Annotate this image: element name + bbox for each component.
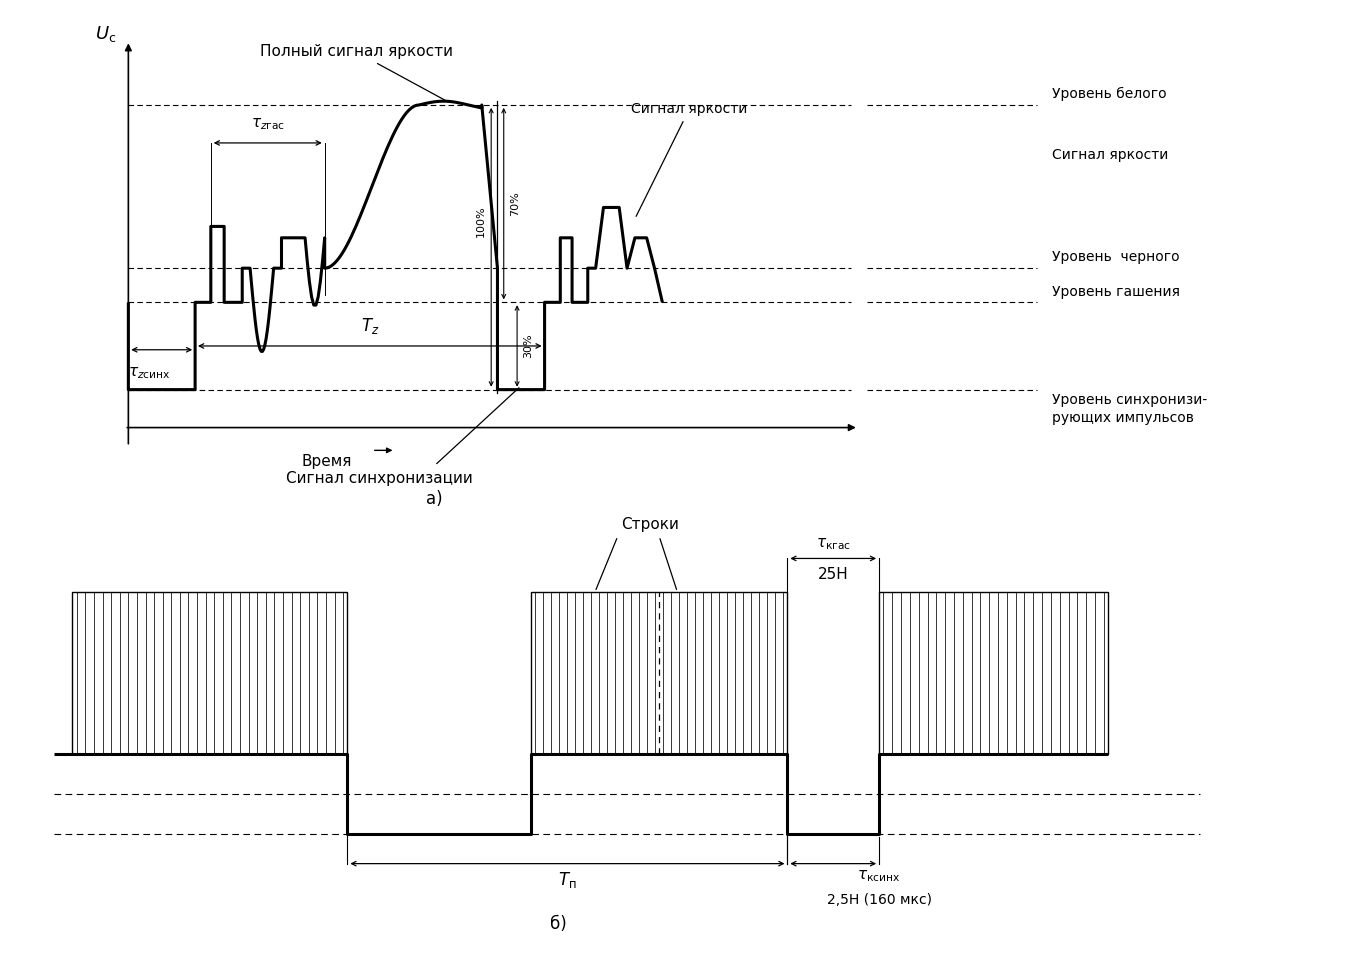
Text: Уровень  черного: Уровень черного: [1052, 250, 1179, 265]
Bar: [879, 592, 1108, 754]
Bar: [531, 592, 788, 754]
Bar: [73, 592, 348, 754]
Text: $\tau_{\rm ксинх}$: $\tau_{\rm ксинх}$: [857, 868, 900, 884]
Text: 25H: 25H: [818, 568, 849, 582]
Text: 2,5H (160 мкс): 2,5H (160 мкс): [826, 892, 932, 907]
Text: 100%: 100%: [475, 204, 486, 236]
Text: Уровень синхронизи-
рующих импульсов: Уровень синхронизи- рующих импульсов: [1052, 393, 1206, 424]
Text: 70%: 70%: [510, 191, 520, 216]
Text: Уровень белого: Уровень белого: [1052, 87, 1166, 101]
Text: $\tau_{z\rm гас}$: $\tau_{z\rm гас}$: [250, 116, 284, 132]
Text: Сигнал яркости: Сигнал яркости: [1052, 148, 1169, 162]
Text: Уровень гашения: Уровень гашения: [1052, 285, 1179, 298]
Text: Сигнал синхронизации: Сигнал синхронизации: [286, 471, 473, 486]
Text: Полный сигнал яркости: Полный сигнал яркости: [260, 45, 452, 102]
Text: 30%: 30%: [524, 333, 533, 359]
Text: $T_z$: $T_z$: [360, 317, 379, 336]
Text: $\tau_{\rm кгас}$: $\tau_{\rm кгас}$: [815, 536, 850, 551]
Text: $U_{\rm c}$: $U_{\rm c}$: [95, 24, 116, 45]
Text: Время: Время: [301, 454, 352, 469]
Text: $\tau_{z\rm синх}$: $\tau_{z\rm синх}$: [129, 365, 171, 381]
Text: б): б): [550, 915, 566, 933]
Text: Строки: Строки: [621, 516, 678, 532]
Text: а): а): [427, 490, 443, 508]
Text: $T_{\rm п}$: $T_{\rm п}$: [558, 870, 577, 891]
Text: Сигнал яркости: Сигнал яркости: [631, 103, 747, 216]
